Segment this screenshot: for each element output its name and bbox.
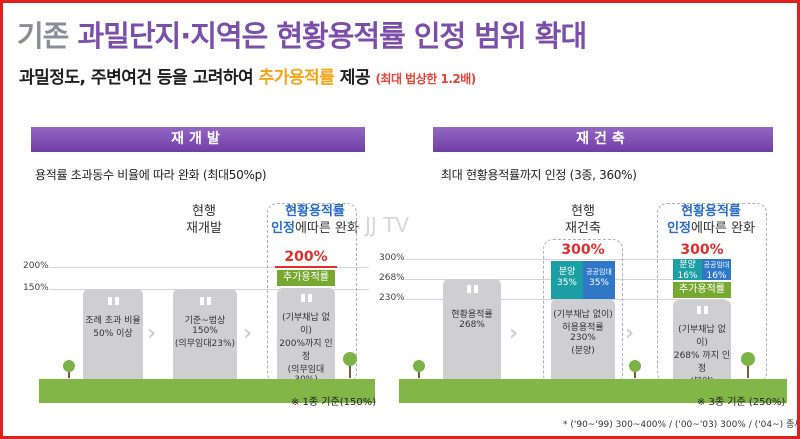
right-new-gong-box: 공공임대 16%: [702, 259, 731, 281]
right-current-tile: 현황용적률 268%: [443, 279, 501, 385]
right-new-label: 현황용적률 인정에따른 완화: [653, 203, 769, 237]
left-mid-tile: 기준~법상 150% (의무임대23%): [173, 289, 237, 385]
gong-value: 35%: [588, 278, 609, 288]
tree-icon: [343, 352, 357, 366]
right-footer: ※ 3종 기준 (250%): [697, 397, 786, 408]
right-mid-gong-box: 공공임대 35%: [583, 261, 615, 299]
left-tick-200: 200%: [23, 261, 49, 271]
bun-label: 분양: [558, 267, 576, 277]
page-title: 기존 과밀단지·지역은 현황용적률 인정 범위 확대: [17, 13, 587, 55]
tree-icon: [629, 360, 641, 372]
new-label-line2a: 인정: [667, 221, 691, 236]
window-icon: [199, 297, 211, 305]
subtitle-text: 과밀정도, 주변여건 등을 고려하여: [19, 68, 254, 88]
bun-value: 16%: [677, 271, 698, 281]
right-new-bun-box: 분양 16%: [673, 259, 702, 281]
new-label-line2b: 에따른 완화: [690, 221, 755, 236]
tile-text: 200%까지 인정: [279, 339, 333, 362]
right-tick-268: 268%: [379, 273, 405, 283]
gridline: [405, 259, 725, 260]
tree-trunk: [418, 372, 420, 378]
subtitle-note: (최대 법상한 1.2배): [375, 72, 476, 86]
left-new-percent: 200%: [284, 249, 328, 265]
window-icon: [300, 294, 312, 302]
gridline: [49, 267, 369, 268]
tree-icon: [413, 360, 425, 372]
tree-trunk: [634, 372, 636, 378]
new-label-line1: 현황용적률: [285, 204, 345, 219]
window-icon: [696, 306, 708, 314]
tile-text: 기준~법상 150%: [184, 316, 226, 336]
tile-text: 50% 이상: [93, 329, 133, 339]
tile-text: 230%: [570, 333, 596, 343]
mid-label-line1: 현행: [192, 204, 216, 219]
right-mid-tile: (기부채납 없이) 허용용적률 230% (분양): [551, 299, 615, 385]
right-new-percent: 300%: [680, 242, 724, 258]
bun-value: 35%: [556, 278, 577, 288]
bun-label: 분양: [679, 260, 696, 270]
tile-text: 허용용적률: [562, 323, 604, 333]
tile-text: 현황용적률: [451, 310, 493, 320]
redevelopment-desc: 용적률 초과동수 비율에 따라 완화 (최대50%p): [35, 168, 267, 182]
limit-line: [275, 266, 337, 268]
tile-text: (의무임대23%): [174, 339, 236, 349]
left-new-label: 현황용적률 인정에따른 완화: [265, 203, 365, 237]
tile-text: (기부채납 없이): [282, 313, 330, 336]
watermark: JJ TV: [365, 213, 410, 237]
mid-label-line2: 재개발: [186, 221, 222, 236]
right-mid-bun-box: 분양 35%: [551, 261, 583, 299]
tile-text: 268%: [459, 320, 485, 330]
left-footer: ※ 1종 기준(150%): [291, 397, 377, 408]
tree-trunk: [68, 372, 70, 378]
right-tick-300: 300%: [379, 253, 405, 263]
tile-text: (분양): [571, 346, 595, 356]
left-ground: [39, 379, 375, 403]
gong-value: 16%: [706, 271, 727, 281]
page-subtitle: 과밀정도, 주변여건 등을 고려하여 추가용적률 제공 (최대 법상한 1.2배…: [19, 63, 476, 88]
subtitle-highlight: 추가용적률: [258, 68, 335, 88]
right-add-bar: 추가용적률: [673, 282, 731, 298]
left-add-bar: 추가용적률: [277, 270, 335, 286]
right-ground: [399, 379, 787, 403]
mid-label-line2: 재건축: [565, 221, 601, 236]
new-label-line2b: 에따른 완화: [294, 221, 359, 236]
tile-text: 268% 까지 인정: [673, 351, 731, 374]
highlight-box: [543, 239, 623, 385]
new-label-line1: 현황용적률: [681, 204, 741, 219]
title-main: 과밀단지·지역은 현황용적률 인정 범위 확대: [77, 19, 587, 53]
right-new-tile: (기부채납 없이) 268% 까지 인정 (분양): [673, 300, 731, 387]
arrow-icon: ›: [625, 321, 635, 346]
arrow-icon: ›: [147, 321, 157, 346]
right-mid-percent: 300%: [561, 242, 605, 258]
arrow-icon: ›: [509, 321, 519, 346]
footnote: * ('90~'99) 300~400% / ('00~'03) 300% / …: [563, 420, 800, 430]
tree-icon: [741, 352, 755, 366]
left-mid-label: 현행 재개발: [171, 203, 237, 237]
new-label-line2a: 인정: [271, 221, 295, 236]
tile-text: 조례 초과 비율: [85, 316, 141, 326]
gong-label: 공공임대: [703, 261, 730, 269]
gong-label: 공공임대: [586, 268, 612, 276]
right-mid-label: 현행 재건축: [543, 203, 623, 237]
reconstruction-header: 재건축: [433, 127, 773, 152]
subtitle-after: 제공: [339, 68, 371, 88]
tree-trunk: [349, 366, 351, 378]
tree-icon: [63, 360, 75, 372]
left-current-tile: 조례 초과 비율 50% 이상: [83, 289, 143, 385]
window-icon: [466, 285, 478, 293]
tree-trunk: [747, 366, 749, 378]
window-icon: [107, 297, 119, 305]
title-prefix: 기존: [17, 19, 69, 53]
mid-label-line1: 현행: [571, 204, 595, 219]
left-tick-150: 150%: [23, 283, 49, 293]
redevelopment-header: 재개발: [31, 127, 365, 152]
right-tick-230: 230%: [379, 293, 405, 303]
tile-text: (기부채납 없이): [553, 310, 613, 320]
arrow-icon: ›: [243, 321, 253, 346]
tile-text: (기부채납 없이): [678, 325, 726, 348]
reconstruction-desc: 최대 현황용적률까지 인정 (3종, 360%): [441, 168, 637, 182]
